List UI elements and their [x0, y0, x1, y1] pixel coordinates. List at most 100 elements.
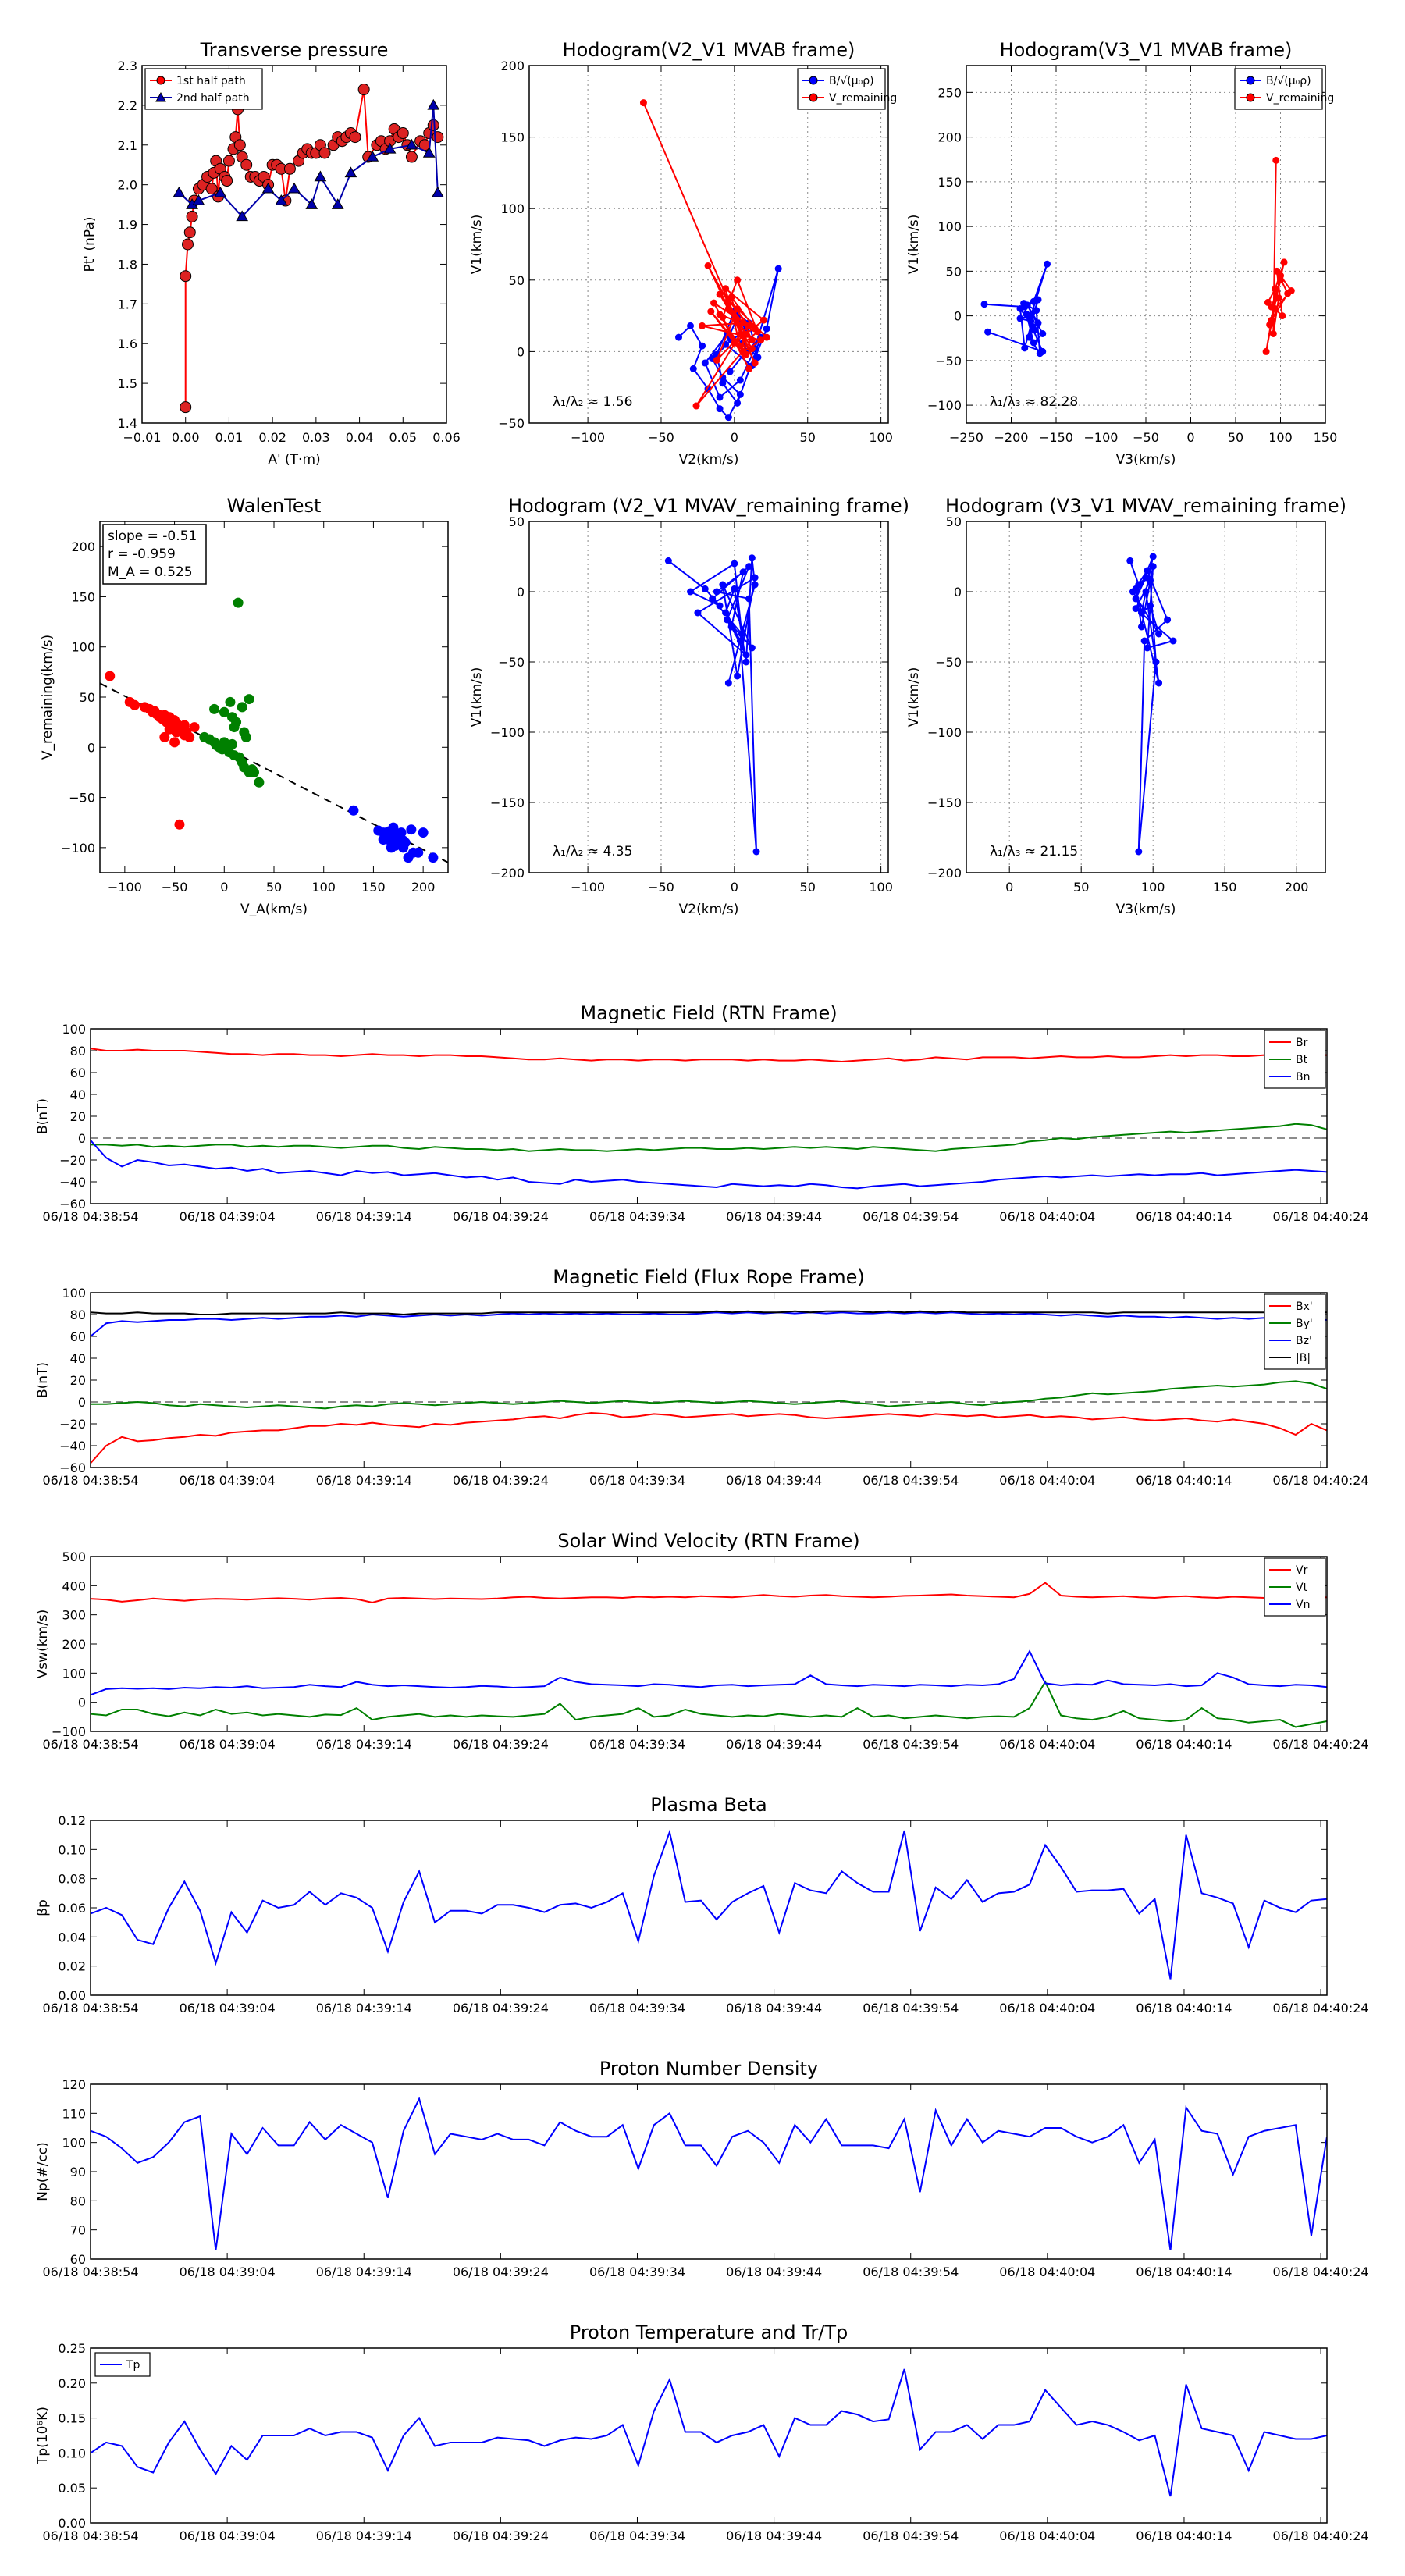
data-point: [694, 609, 702, 617]
x-tick-label: −100: [571, 430, 605, 445]
data-point: [275, 194, 288, 205]
x-tick-label: 0.04: [346, 430, 374, 445]
y-axis-label: V1(km/s): [906, 667, 922, 728]
chart-title: Magnetic Field (RTN Frame): [580, 1002, 837, 1024]
x-tick-label: 06/18 04:39:54: [863, 1209, 959, 1224]
data-point: [357, 84, 370, 96]
data-point: [709, 595, 717, 603]
data-point: [349, 131, 361, 144]
data-point: [763, 333, 770, 341]
y-axis-label: V1(km/s): [469, 215, 485, 275]
x-tick-label: 06/18 04:39:44: [726, 1209, 822, 1224]
data-point: [1164, 616, 1172, 624]
x-tick-label: −100: [108, 880, 142, 895]
y-tick-label: 0.10: [58, 1842, 86, 1857]
y-tick-label: 0: [78, 1395, 86, 1410]
chart-proton-number-density: 60 70 80 90 100 110 120 06/18 04:38:54 06/18 04:…: [35, 2058, 1369, 2279]
data-point: [751, 574, 759, 582]
x-tick-label: 06/18 04:39:04: [180, 2528, 276, 2543]
plot-area: [91, 1829, 1327, 1980]
x-tick-label: 06/18 04:40:14: [1136, 1737, 1232, 1752]
x-tick-label: −100: [571, 880, 605, 895]
plot-area: [664, 554, 760, 856]
data-point: [254, 777, 265, 788]
chart-magnetic-field-rtn: −60 −40 −20 0 20 40 60 80 100 06/18 04:38:54 06/18…: [35, 1002, 1369, 1224]
legend-marker: [155, 91, 166, 102]
series-line-np: [91, 2096, 1327, 2250]
data-point: [422, 146, 436, 158]
data-point: [724, 296, 732, 304]
y-axis-label: Vsw(km/s): [35, 1610, 51, 1679]
data-point: [736, 342, 744, 350]
x-tick-label: 06/18 04:40:04: [999, 1737, 1095, 1752]
data-point: [664, 557, 672, 564]
y-tick-label: 200: [937, 130, 962, 145]
legend-label: 2nd half path: [176, 92, 250, 105]
data-point: [205, 183, 218, 195]
y-tick-label: 60: [70, 1329, 86, 1344]
chart-hodogram-v2v1-mvab: −50 0 50 100 150 200 −100 −50 0 50 100 Hodogram(V2_…: [469, 39, 897, 468]
chart-magnetic-field-flux-rope: −60 −40 −20 0 20 40 60 80 100 06/18 04:38:54 06/18…: [35, 1266, 1369, 1488]
data-point: [428, 852, 439, 863]
data-point: [774, 265, 782, 272]
y-tick-label: 0: [87, 740, 95, 755]
x-tick-label: 06/18 04:39:54: [863, 2265, 959, 2279]
y-tick-label: 110: [62, 2106, 86, 2121]
data-point: [1272, 285, 1279, 293]
x-tick-label: 06/18 04:40:04: [999, 1209, 1095, 1224]
y-tick-label: 0.05: [58, 2481, 86, 2496]
x-tick-label: 06/18 04:40:14: [1136, 1473, 1232, 1488]
data-point: [731, 585, 738, 592]
data-point: [159, 731, 170, 742]
chart-title: WalenTest: [227, 495, 322, 517]
data-point: [745, 595, 753, 603]
x-tick-label: 06/18 04:39:24: [453, 2265, 549, 2279]
data-point: [724, 414, 732, 422]
data-point: [1147, 602, 1154, 610]
y-tick-label: 20: [70, 1109, 86, 1124]
x-tick-label: 06/18 04:38:54: [42, 1209, 138, 1224]
y-tick-label: 0.25: [58, 2341, 86, 2356]
data-point: [734, 304, 742, 312]
y-axis-label: Tp(10⁶K): [35, 2407, 51, 2465]
plot-area: [1126, 553, 1177, 856]
y-tick-label: 80: [70, 1044, 86, 1059]
y-tick-label: 0: [954, 585, 962, 600]
legend-label: Vr: [1296, 1564, 1308, 1577]
y-tick-label: 1.5: [118, 376, 137, 391]
data-point: [1149, 563, 1157, 571]
y-tick-label: 400: [62, 1578, 86, 1593]
y-tick-label: −20: [59, 1417, 86, 1432]
y-tick-label: −50: [935, 354, 962, 368]
legend-label: 1st half path: [176, 75, 246, 87]
y-tick-label: 50: [509, 273, 525, 288]
data-point: [192, 194, 205, 205]
data-point: [397, 127, 409, 140]
stats-box: [102, 524, 207, 585]
data-point: [1126, 557, 1134, 564]
data-point: [727, 623, 735, 631]
x-axis-label: V2(km/s): [679, 902, 739, 917]
y-tick-label: 2.3: [118, 59, 137, 73]
data-point: [1132, 605, 1140, 613]
chart-hodogram-v3v1-mvav: −200 −150 −100 −50 0 50 0 50 100 150 200 Hodogram (…: [906, 495, 1346, 917]
data-point: [222, 155, 235, 167]
data-point: [348, 805, 359, 816]
x-tick-label: 06/18 04:39:24: [453, 1737, 549, 1752]
data-point: [1155, 630, 1163, 638]
y-tick-label: 0: [517, 585, 525, 600]
legend-marker: [809, 76, 818, 85]
y-tick-label: 1.9: [118, 218, 137, 233]
data-point: [180, 270, 192, 283]
data-point: [1264, 298, 1272, 306]
data-point: [171, 727, 182, 738]
y-tick-label: 200: [500, 59, 525, 73]
x-tick-label: 100: [311, 880, 336, 895]
data-point: [183, 226, 196, 239]
plot-area: [91, 1310, 1327, 1464]
series-line--p: [91, 1829, 1327, 1980]
chart-hodogram-v3v1-mvab: −100 −50 0 50 100 150 200 250 −250 −200 −150 −100 −5…: [906, 39, 1337, 468]
x-tick-label: 100: [869, 880, 893, 895]
y-tick-label: 0: [78, 1131, 86, 1146]
